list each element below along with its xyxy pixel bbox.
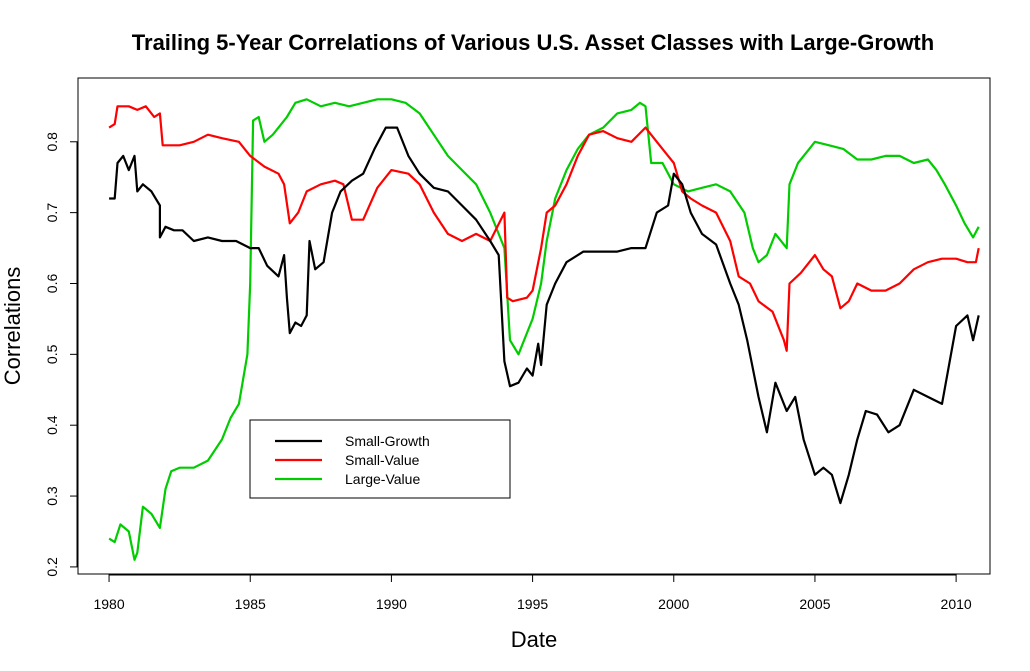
x-tick-label: 1990 xyxy=(376,596,407,612)
x-tick-label: 2010 xyxy=(941,596,972,612)
series-line-large-value xyxy=(108,98,980,561)
plot-frame xyxy=(77,77,991,575)
x-axis-label: Date xyxy=(511,627,557,652)
y-tick-label: 0.7 xyxy=(44,203,60,223)
chart-title: Trailing 5-Year Correlations of Various … xyxy=(132,30,934,55)
x-tick-label: 2000 xyxy=(658,596,689,612)
series-line-small-growth xyxy=(109,126,980,505)
series-layer xyxy=(108,98,980,561)
y-tick-label: 0.5 xyxy=(44,344,60,364)
legend-label: Large-Value xyxy=(345,471,420,487)
y-axis: 0.2 0.3 0.4 0.5 0.6 0.7 0.8 xyxy=(44,132,78,577)
y-tick-label: 0.6 xyxy=(44,274,60,294)
y-tick-label: 0.2 xyxy=(44,557,60,577)
x-tick-label: 1985 xyxy=(235,596,266,612)
y-axis-label: Correlations xyxy=(0,267,25,386)
legend-label: Small-Growth xyxy=(345,433,430,449)
x-tick-label: 1980 xyxy=(93,596,124,612)
y-tick-label: 0.4 xyxy=(44,415,60,435)
series-line-small-value xyxy=(108,105,980,352)
y-tick-label: 0.8 xyxy=(44,132,60,152)
x-tick-label: 2005 xyxy=(799,596,830,612)
x-axis: 1980 1985 1990 1995 2000 2005 2010 xyxy=(93,574,972,612)
y-tick-label: 0.3 xyxy=(44,486,60,506)
x-tick-label: 1995 xyxy=(517,596,548,612)
legend-label: Small-Value xyxy=(345,452,420,468)
legend: Small-Growth Small-Value Large-Value xyxy=(249,419,511,499)
